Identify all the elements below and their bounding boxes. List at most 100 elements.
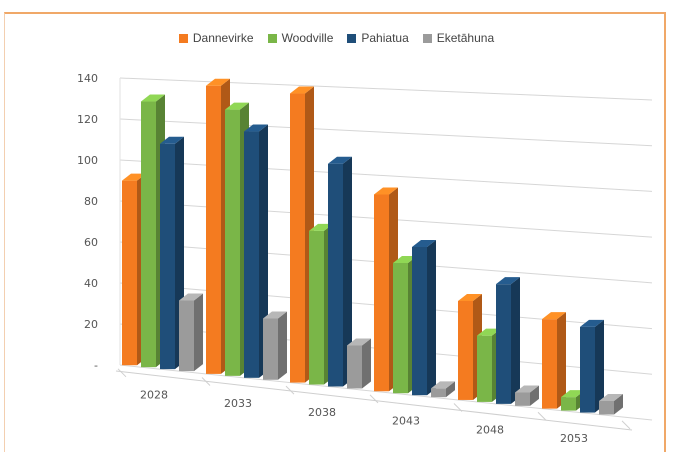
x-category-label: 2053: [560, 432, 588, 445]
bar-side: [343, 156, 352, 387]
bar-front: [431, 388, 446, 398]
bar-side: [427, 239, 436, 396]
bar-top: [328, 156, 352, 164]
bar-side: [194, 293, 203, 372]
bar-side: [614, 393, 623, 415]
floor-divider: [117, 368, 127, 378]
legend-item: Eketāhuna: [422, 31, 494, 45]
bar-front: [599, 400, 614, 415]
bar-front: [244, 131, 259, 378]
bar-top: [393, 255, 417, 263]
bar-side: [595, 319, 604, 413]
x-category-label: 2043: [392, 415, 420, 428]
bar-front: [580, 326, 595, 413]
bar-side: [511, 277, 520, 404]
bar: [412, 239, 436, 396]
legend-swatch: [178, 33, 188, 43]
bar-top: [309, 223, 333, 231]
bar-front: [542, 319, 557, 409]
bar-front: [374, 194, 389, 392]
bar-front: [328, 163, 343, 387]
floor-divider: [285, 385, 295, 395]
bar: [580, 319, 604, 413]
bar-top: [347, 338, 371, 346]
bar-front: [515, 392, 530, 406]
bar: [328, 156, 352, 387]
floor-divider: [537, 411, 547, 421]
bar: [263, 311, 287, 380]
legend-label: Dannevirke: [192, 31, 254, 45]
bar-front: [122, 180, 137, 366]
y-tick-label: 140: [77, 72, 98, 85]
x-category-label: 2033: [224, 397, 252, 410]
chart-legend: Dannevirke Woodville Pahiatua Eketāhuna: [0, 28, 673, 48]
bar-top: [122, 173, 146, 181]
bar-top: [374, 187, 398, 195]
y-tick-label: 120: [77, 113, 98, 126]
bar: [599, 393, 623, 415]
bar-top: [263, 311, 287, 319]
bar-side: [557, 312, 566, 409]
bar: [515, 385, 539, 406]
gridline: [119, 364, 653, 421]
axis-labels: - 20 40 60 80 100 120 140 2028 2033 2038 2043 2048 20…: [77, 72, 588, 445]
y-tick-label: -: [94, 359, 98, 372]
bar-side: [278, 311, 287, 380]
legend-label: Pahiatua: [361, 31, 409, 45]
bar-front: [225, 109, 240, 376]
bar-top: [477, 328, 501, 336]
legend-label: Woodville: [281, 31, 334, 45]
x-category-label: 2028: [140, 389, 168, 402]
bar-top: [496, 277, 520, 285]
bar-top: [244, 124, 268, 132]
bar: [542, 312, 566, 409]
bar-front: [477, 335, 492, 402]
bar: [347, 338, 371, 389]
x-category-label: 2048: [476, 423, 504, 436]
bar-top: [580, 319, 604, 327]
bar-front: [309, 230, 324, 385]
bar-front: [179, 300, 194, 372]
floor-divider: [621, 420, 631, 430]
bar-side: [530, 385, 539, 406]
legend-swatch: [347, 33, 357, 43]
bar-top: [458, 293, 482, 301]
y-tick-label: 40: [84, 277, 98, 290]
legend-item: Dannevirke: [178, 31, 254, 45]
bar-top: [412, 239, 436, 247]
bar-side: [362, 338, 371, 389]
bar-top: [561, 390, 585, 398]
bar-front: [496, 284, 511, 404]
y-tick-label: 80: [84, 195, 98, 208]
bar: [431, 381, 455, 398]
bar: [179, 293, 203, 372]
gridline: [119, 77, 653, 101]
bar-top: [431, 381, 455, 389]
bar-front: [347, 345, 362, 389]
y-tick-label: 20: [84, 318, 98, 331]
y-tick-label: 100: [77, 154, 98, 167]
bar-front: [561, 397, 576, 411]
bar-front: [412, 246, 427, 396]
bar-top: [599, 393, 623, 401]
bar-top: [225, 102, 249, 110]
bar-side: [446, 381, 455, 398]
floor-divider: [369, 394, 379, 404]
legend-item: Woodville: [267, 31, 334, 45]
bar-front: [206, 85, 221, 374]
bar: [496, 277, 520, 404]
bar-front: [290, 93, 305, 383]
bar-top: [160, 136, 184, 144]
y-tick-label: 60: [84, 236, 98, 249]
bar-front: [263, 318, 278, 380]
legend-swatch: [267, 33, 277, 43]
x-category-label: 2038: [308, 406, 336, 419]
bars: [122, 78, 623, 415]
bar-side: [259, 124, 268, 378]
gridline: [119, 118, 653, 147]
bar-front: [160, 143, 175, 370]
bar-top: [542, 312, 566, 320]
legend-item: Pahiatua: [347, 31, 409, 45]
bar-top: [141, 94, 165, 102]
